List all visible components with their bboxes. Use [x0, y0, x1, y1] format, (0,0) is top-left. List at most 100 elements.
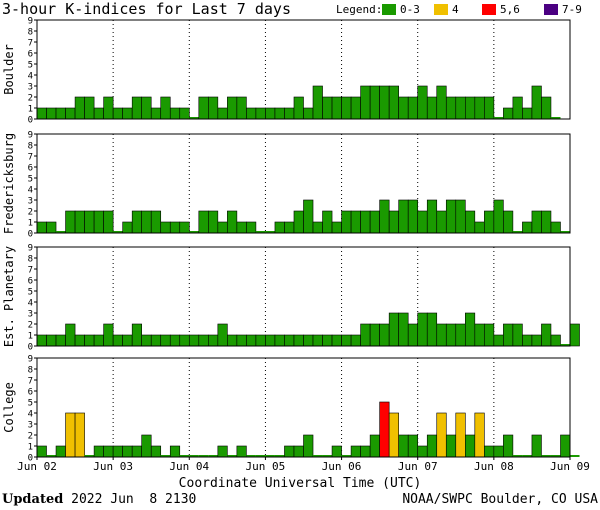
y-tick-label: 9 — [28, 17, 33, 27]
k-index-bar — [131, 96, 142, 120]
y-tick-label: 9 — [28, 131, 33, 141]
y-tick-label: 8 — [28, 28, 33, 38]
k-index-bar — [93, 334, 104, 347]
k-index-bar — [169, 334, 181, 347]
k-index-bar — [65, 323, 76, 347]
k-index-bar — [360, 210, 371, 234]
k-index-bar — [455, 412, 466, 458]
k-index-bar — [484, 96, 495, 120]
k-index-bar — [512, 96, 523, 120]
k-index-bar — [379, 199, 390, 234]
k-index-bar — [74, 96, 85, 120]
panel-name: Est. Planetary — [2, 246, 16, 347]
k-index-bar — [131, 445, 142, 458]
k-index-bar — [198, 96, 209, 120]
k-index-bar — [445, 96, 457, 120]
legend-swatch — [482, 4, 496, 15]
y-tick-label: 7 — [28, 153, 33, 163]
k-index-bar — [312, 221, 323, 234]
k-index-bar — [160, 455, 171, 457]
k-index-bar — [198, 455, 209, 457]
k-index-bar — [255, 107, 266, 120]
k-index-bar — [541, 210, 552, 234]
k-index-bar — [313, 455, 323, 457]
k-index-bar — [179, 334, 190, 347]
k-index-bar — [189, 231, 199, 233]
k-index-bar — [455, 323, 466, 347]
k-index-bar — [398, 434, 409, 458]
k-index-bar — [398, 312, 409, 347]
k-index-bar — [255, 334, 266, 347]
k-index-bar — [65, 412, 76, 458]
k-index-bar — [407, 96, 419, 120]
k-index-bar — [522, 107, 533, 120]
k-index-bar — [189, 455, 199, 457]
legend-swatch — [434, 4, 448, 15]
k-index-bar — [150, 334, 162, 347]
k-index-bar — [169, 107, 181, 120]
k-index-bar — [474, 412, 485, 458]
k-index-bar — [369, 85, 380, 120]
k-index-bar — [293, 210, 304, 234]
k-index-bar — [217, 221, 228, 234]
k-index-bar — [350, 210, 361, 234]
k-index-bar — [417, 85, 428, 120]
data-source: NOAA/SWPC Boulder, CO USA — [402, 492, 598, 507]
k-index-bar — [465, 312, 476, 347]
k-index-bar — [293, 445, 304, 458]
y-tick-label: 4 — [28, 410, 33, 420]
k-index-bar — [522, 455, 532, 457]
y-tick-label: 3 — [28, 310, 33, 320]
k-index-bar — [503, 434, 514, 458]
k-index-bar — [150, 445, 162, 458]
y-tick-label: 4 — [28, 72, 33, 82]
k-index-bar — [293, 96, 304, 120]
updated-value: 2022 Jun 8 2130 — [71, 492, 197, 507]
panel-name: Fredericksburg — [2, 133, 16, 234]
y-tick-label: 8 — [28, 142, 33, 152]
k-index-bar — [131, 323, 142, 347]
k-index-bar — [274, 107, 285, 120]
k-index-bar — [493, 445, 504, 458]
k-index-bar — [331, 96, 342, 120]
k-index-bar — [131, 210, 142, 234]
k-index-bar — [426, 199, 438, 234]
k-index-bar — [341, 455, 352, 457]
k-index-bar — [407, 434, 419, 458]
y-tick-label: 2 — [28, 94, 33, 104]
k-index-bar — [284, 221, 295, 234]
y-tick-label: 7 — [28, 377, 33, 387]
k-index-bar — [426, 434, 438, 458]
y-tick-label: 9 — [28, 244, 33, 254]
y-tick-label: 3 — [28, 197, 33, 207]
k-index-bar — [246, 334, 257, 347]
k-index-bar — [274, 334, 285, 347]
k-index-bar — [369, 210, 380, 234]
updated-label: Updated — [2, 492, 64, 507]
legend-swatch — [382, 4, 396, 15]
k-index-bar — [141, 434, 152, 458]
k-index-chart: 0123456789Boulder0123456789Fredericksbur… — [2, 17, 590, 474]
k-index-bar — [493, 199, 504, 234]
y-tick-label: 4 — [28, 299, 33, 309]
y-tick-label: 3 — [28, 83, 33, 93]
legend-item-label: 7-9 — [562, 3, 582, 16]
y-tick-label: 8 — [28, 366, 33, 376]
k-index-bar — [46, 334, 57, 347]
k-index-bar — [322, 455, 333, 457]
k-index-bar — [331, 334, 342, 347]
k-index-bar — [512, 323, 523, 347]
k-index-bar — [246, 455, 256, 457]
k-index-bar — [84, 455, 95, 457]
k-index-bar — [388, 210, 399, 234]
k-index-bar — [407, 323, 419, 347]
k-index-bar — [198, 210, 209, 234]
k-index-bar — [426, 96, 438, 120]
k-index-bar — [103, 96, 114, 120]
k-index-bar — [484, 445, 495, 458]
k-index-bar — [569, 323, 580, 347]
k-index-bar — [208, 455, 218, 457]
k-index-bar — [531, 85, 542, 120]
k-index-bar — [312, 334, 323, 347]
y-tick-label: 6 — [28, 388, 33, 398]
